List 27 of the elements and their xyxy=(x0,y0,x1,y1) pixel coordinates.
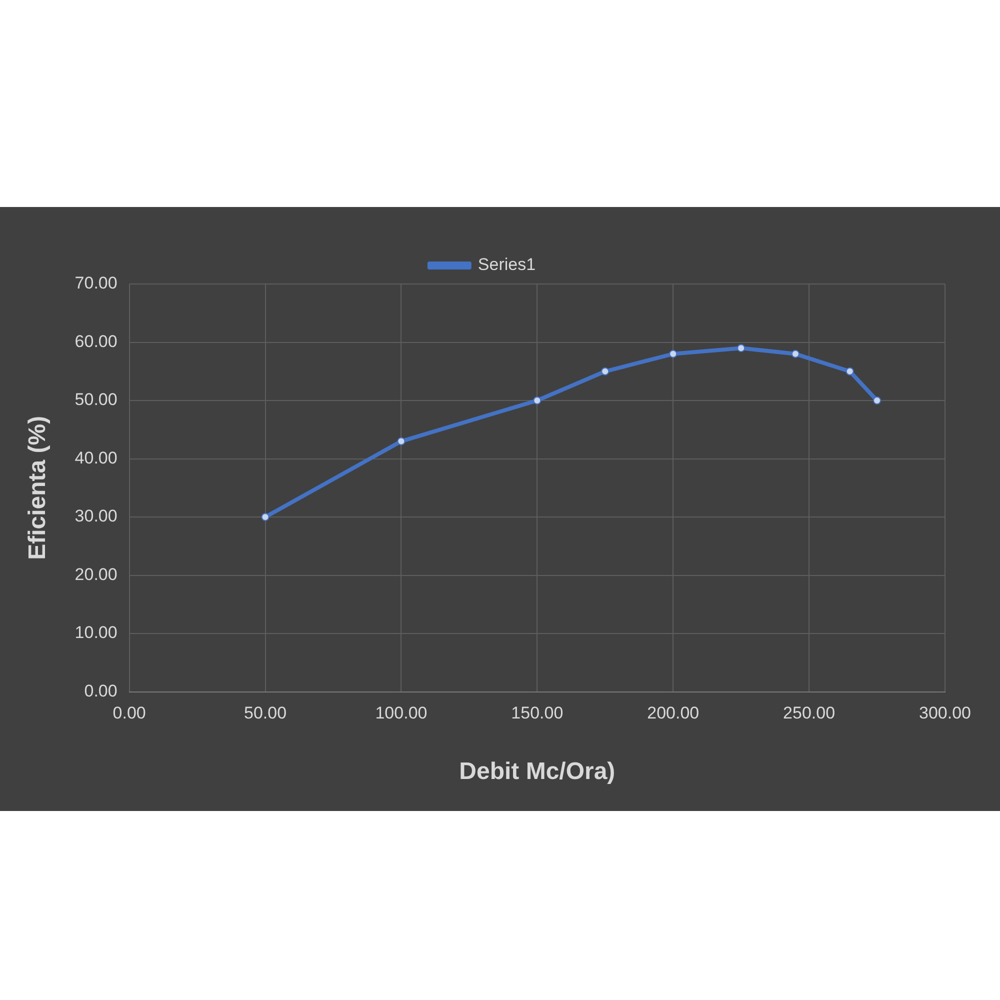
x-tick-label: 50.00 xyxy=(244,704,287,723)
x-tick-label: 200.00 xyxy=(647,704,700,723)
y-tick-label: 20.00 xyxy=(74,564,118,584)
point xyxy=(533,396,542,405)
y-tick-label: 40.00 xyxy=(74,448,118,468)
x-tick-label: 0.00 xyxy=(112,704,146,723)
y-tick-label: 0.00 xyxy=(84,681,118,700)
x-tick-label: 150.00 xyxy=(511,704,564,723)
y-tick-label: 50.00 xyxy=(74,390,118,410)
x-tick-label: 300.00 xyxy=(919,704,971,723)
y-tick-label: 10.00 xyxy=(74,623,118,642)
point xyxy=(873,396,882,405)
x-axis-title: Debit Mc/Ora) xyxy=(459,758,616,786)
point xyxy=(669,350,678,358)
x-tick-label: 250.00 xyxy=(783,704,836,723)
point xyxy=(791,350,800,358)
point xyxy=(601,367,610,376)
legend-label: Series1 xyxy=(478,255,536,274)
y-axis-title: Eficienta (%) xyxy=(24,416,52,560)
y-tick-label: 70.00 xyxy=(74,274,118,293)
y-tick-label: 30.00 xyxy=(74,506,118,526)
point xyxy=(397,437,406,446)
point xyxy=(737,344,746,352)
point xyxy=(261,513,270,522)
point xyxy=(846,367,854,376)
x-tick-label: 100.00 xyxy=(375,704,428,723)
y-tick-label: 60.00 xyxy=(74,332,118,351)
